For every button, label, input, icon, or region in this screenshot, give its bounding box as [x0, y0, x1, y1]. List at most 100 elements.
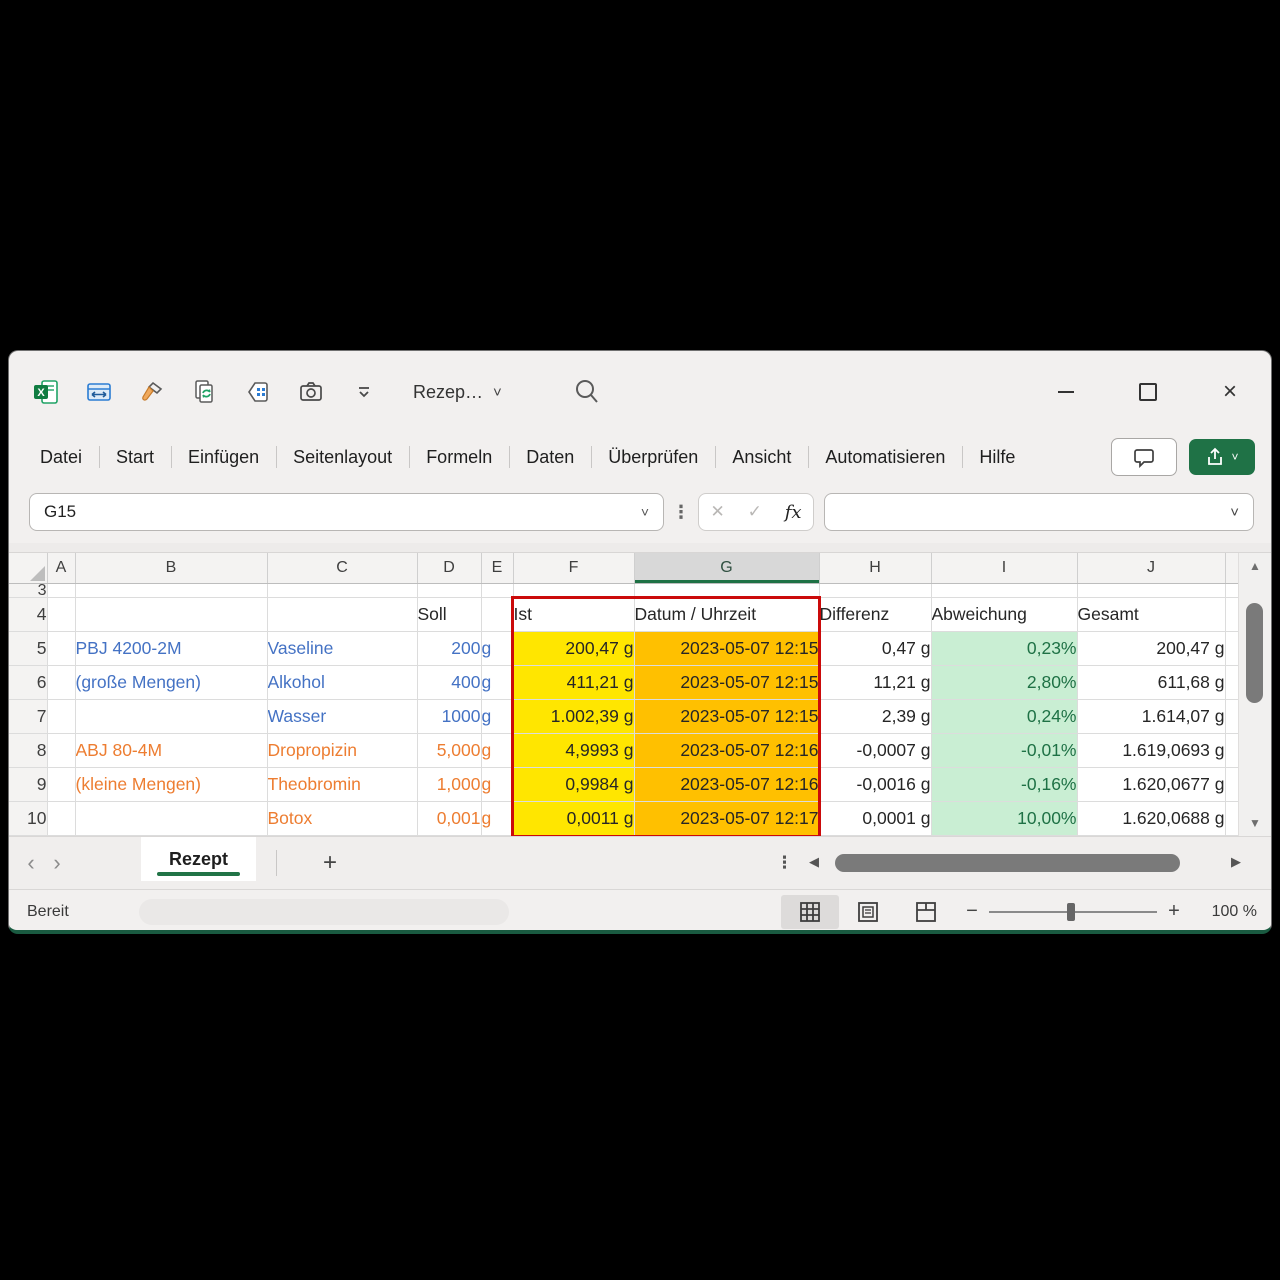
next-sheet-button[interactable]: ›	[53, 850, 61, 875]
column-header-C[interactable]: C	[267, 553, 418, 584]
cell-C7[interactable]: Wasser	[267, 699, 418, 734]
cell-D6[interactable]: 400	[417, 665, 482, 700]
cell-G9[interactable]: 2023-05-07 12:16	[634, 767, 820, 802]
cell-B8[interactable]: ABJ 80-4M	[75, 733, 268, 768]
vertical-scrollbar[interactable]: ▲ ▼	[1238, 553, 1271, 836]
cell-H5[interactable]: 0,47 g	[819, 631, 932, 666]
add-sheet-button[interactable]: +	[323, 849, 338, 876]
cell-H6[interactable]: 11,21 g	[819, 665, 932, 700]
column-header-E[interactable]: E	[481, 553, 514, 584]
scroll-right-icon[interactable]: ▶	[1231, 854, 1241, 869]
cell-J7[interactable]: 1.614,07 g	[1077, 699, 1226, 734]
row-header-9[interactable]: 9	[9, 767, 48, 802]
tab-automatisieren[interactable]: Automatisieren	[808, 441, 962, 473]
column-header-A[interactable]: A	[47, 553, 76, 584]
cell-B5[interactable]: PBJ 4200-2M	[75, 631, 268, 666]
cell[interactable]	[47, 583, 76, 598]
formula-input[interactable]: ˅	[824, 493, 1254, 531]
tab-seitenlayout[interactable]: Seitenlayout	[276, 441, 409, 473]
cell-H4[interactable]: Differenz	[819, 597, 932, 632]
cell-G6[interactable]: 2023-05-07 12:15	[634, 665, 820, 700]
camera-icon[interactable]	[298, 379, 324, 405]
scroll-up-icon[interactable]: ▲	[1249, 559, 1261, 573]
cancel-entry-icon[interactable]: ✕	[710, 502, 725, 521]
cell-D5[interactable]: 200	[417, 631, 482, 666]
prev-sheet-button[interactable]: ‹	[27, 850, 35, 875]
cell-F5[interactable]: 200,47 g	[513, 631, 635, 666]
cell-E8[interactable]: g	[481, 733, 514, 768]
page-layout-view-button[interactable]	[839, 895, 897, 929]
cell-A4[interactable]	[47, 597, 76, 632]
close-button[interactable]: ×	[1189, 362, 1271, 422]
cell-D7[interactable]: 1000	[417, 699, 482, 734]
cell[interactable]	[481, 583, 514, 598]
formula-expand-chevron-icon[interactable]: ˅	[1230, 503, 1239, 521]
select-all-corner[interactable]	[9, 553, 48, 584]
zoom-out-button[interactable]: −	[966, 900, 978, 922]
cell-J5[interactable]: 200,47 g	[1077, 631, 1226, 666]
cell-H7[interactable]: 2,39 g	[819, 699, 932, 734]
cell-B6[interactable]: (große Mengen)	[75, 665, 268, 700]
cell-I9[interactable]: -0,16%	[931, 767, 1078, 802]
cell-A7[interactable]	[47, 699, 76, 734]
cell[interactable]	[75, 583, 268, 598]
excel-logo-icon[interactable]: X	[33, 379, 59, 405]
search-icon[interactable]	[572, 377, 602, 407]
cell-G8[interactable]: 2023-05-07 12:16	[634, 733, 820, 768]
format-painter-icon[interactable]	[139, 379, 165, 405]
cell-C4[interactable]	[267, 597, 418, 632]
share-button[interactable]: ˅	[1189, 439, 1255, 475]
cell-H8[interactable]: -0,0007 g	[819, 733, 932, 768]
tab-bar-overflow-handle[interactable]: ⋮	[776, 853, 793, 872]
confirm-entry-icon[interactable]: ✓	[747, 502, 762, 521]
cell[interactable]	[417, 583, 482, 598]
cell-F4[interactable]: Ist	[513, 597, 635, 632]
cell-J9[interactable]: 1.620,0677 g	[1077, 767, 1226, 802]
normal-view-button[interactable]	[781, 894, 839, 929]
tab-hilfe[interactable]: Hilfe	[962, 441, 1032, 473]
cell-I8[interactable]: -0,01%	[931, 733, 1078, 768]
insert-function-icon[interactable]: fx	[784, 501, 802, 523]
row-header-3-partial[interactable]: 3	[9, 583, 48, 598]
tab-ueberpruefen[interactable]: Überprüfen	[591, 441, 715, 473]
cell-G10[interactable]: 2023-05-07 12:17	[634, 801, 820, 836]
cell-I10[interactable]: 10,00%	[931, 801, 1078, 836]
cell-I6[interactable]: 2,80%	[931, 665, 1078, 700]
cell-G5[interactable]: 2023-05-07 12:15	[634, 631, 820, 666]
cell-A5[interactable]	[47, 631, 76, 666]
column-header-D[interactable]: D	[417, 553, 482, 584]
tab-formeln[interactable]: Formeln	[409, 441, 509, 473]
cell-B9[interactable]: (kleine Mengen)	[75, 767, 268, 802]
column-header-J[interactable]: J	[1077, 553, 1226, 584]
page-break-view-button[interactable]	[897, 895, 955, 929]
maximize-button[interactable]	[1107, 362, 1189, 422]
cell-E7[interactable]: g	[481, 699, 514, 734]
cell-F7[interactable]: 1.002,39 g	[513, 699, 635, 734]
row-header-8[interactable]: 8	[9, 733, 48, 768]
horizontal-scrollbar[interactable]	[829, 852, 1221, 874]
row-header-4[interactable]: 4	[9, 597, 48, 632]
scroll-left-icon[interactable]: ◀	[809, 854, 819, 869]
zoom-slider-thumb[interactable]	[1067, 902, 1075, 921]
cell[interactable]	[513, 583, 635, 598]
cell-E6[interactable]: g	[481, 665, 514, 700]
cell-E10[interactable]: g	[481, 801, 514, 836]
copy-pages-refresh-icon[interactable]	[192, 379, 218, 405]
cell-A6[interactable]	[47, 665, 76, 700]
cell-C5[interactable]: Vaseline	[267, 631, 418, 666]
row-header-7[interactable]: 7	[9, 699, 48, 734]
cell-F8[interactable]: 4,9993 g	[513, 733, 635, 768]
name-box[interactable]: G15 ˅	[29, 493, 664, 531]
autofit-columns-icon[interactable]	[86, 379, 112, 405]
cell[interactable]	[931, 583, 1078, 598]
back-tag-icon[interactable]	[245, 379, 271, 405]
cell-A9[interactable]	[47, 767, 76, 802]
cell-A10[interactable]	[47, 801, 76, 836]
cell[interactable]	[634, 583, 820, 598]
zoom-slider[interactable]	[989, 902, 1157, 922]
tab-start[interactable]: Start	[99, 441, 171, 473]
cell-J8[interactable]: 1.619,0693 g	[1077, 733, 1226, 768]
tab-daten[interactable]: Daten	[509, 441, 591, 473]
tab-ansicht[interactable]: Ansicht	[715, 441, 808, 473]
cell-C10[interactable]: Botox	[267, 801, 418, 836]
